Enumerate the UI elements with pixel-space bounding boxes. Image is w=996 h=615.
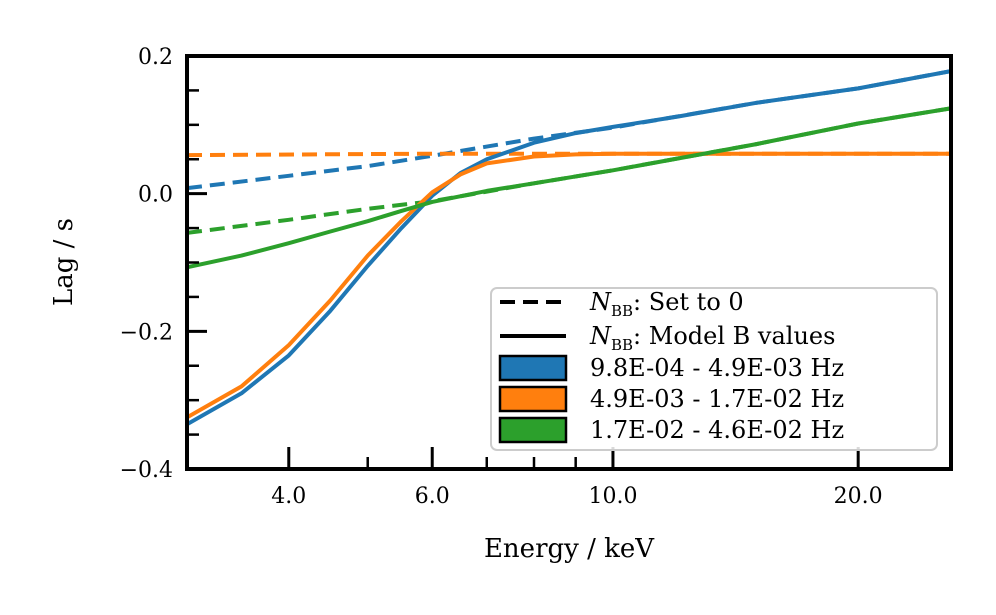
legend-label-solid: NBB: Model B values bbox=[589, 322, 835, 354]
y-axis-label: Lag / s bbox=[49, 218, 79, 306]
y-tick-label: −0.2 bbox=[120, 320, 173, 345]
x-axis-label: Energy / keV bbox=[484, 534, 655, 564]
x-tick-label: 20.0 bbox=[834, 484, 883, 509]
x-tick-label: 10.0 bbox=[588, 484, 637, 509]
legend-label-band: 1.7E-02 - 4.6E-02 Hz bbox=[590, 416, 844, 444]
series-line-4-9e-03-1-7e-02-hz-model-b bbox=[187, 151, 951, 420]
series-line-9-8e-04-4-9e-03-hz-model-b bbox=[187, 69, 951, 427]
series-line-1-7e-02-4-6e-02-hz-model-b bbox=[187, 106, 951, 270]
legend-label-band: 9.8E-04 - 4.9E-03 Hz bbox=[590, 354, 844, 382]
y-tick-label: 0.0 bbox=[138, 183, 173, 208]
ticks-layer: 4.0 6.0 10.0 20.0 0.2 0.0 −0.2 −0.4 bbox=[120, 45, 883, 509]
x-tick-label: 4.0 bbox=[271, 484, 306, 509]
x-tick-label: 6.0 bbox=[415, 484, 450, 509]
legend-swatch bbox=[498, 354, 568, 382]
y-tick-label: −0.4 bbox=[120, 458, 173, 483]
plot-frame bbox=[185, 54, 953, 471]
y-tick-label: 0.2 bbox=[138, 45, 173, 70]
legend-swatch bbox=[498, 416, 568, 444]
legend-box bbox=[490, 287, 938, 451]
legend-label-dashed: NBB: Set to 0 bbox=[589, 288, 744, 320]
legend-swatch bbox=[498, 385, 568, 413]
legend-label-band: 4.9E-03 - 1.7E-02 Hz bbox=[590, 385, 844, 413]
series-layer bbox=[187, 69, 951, 427]
